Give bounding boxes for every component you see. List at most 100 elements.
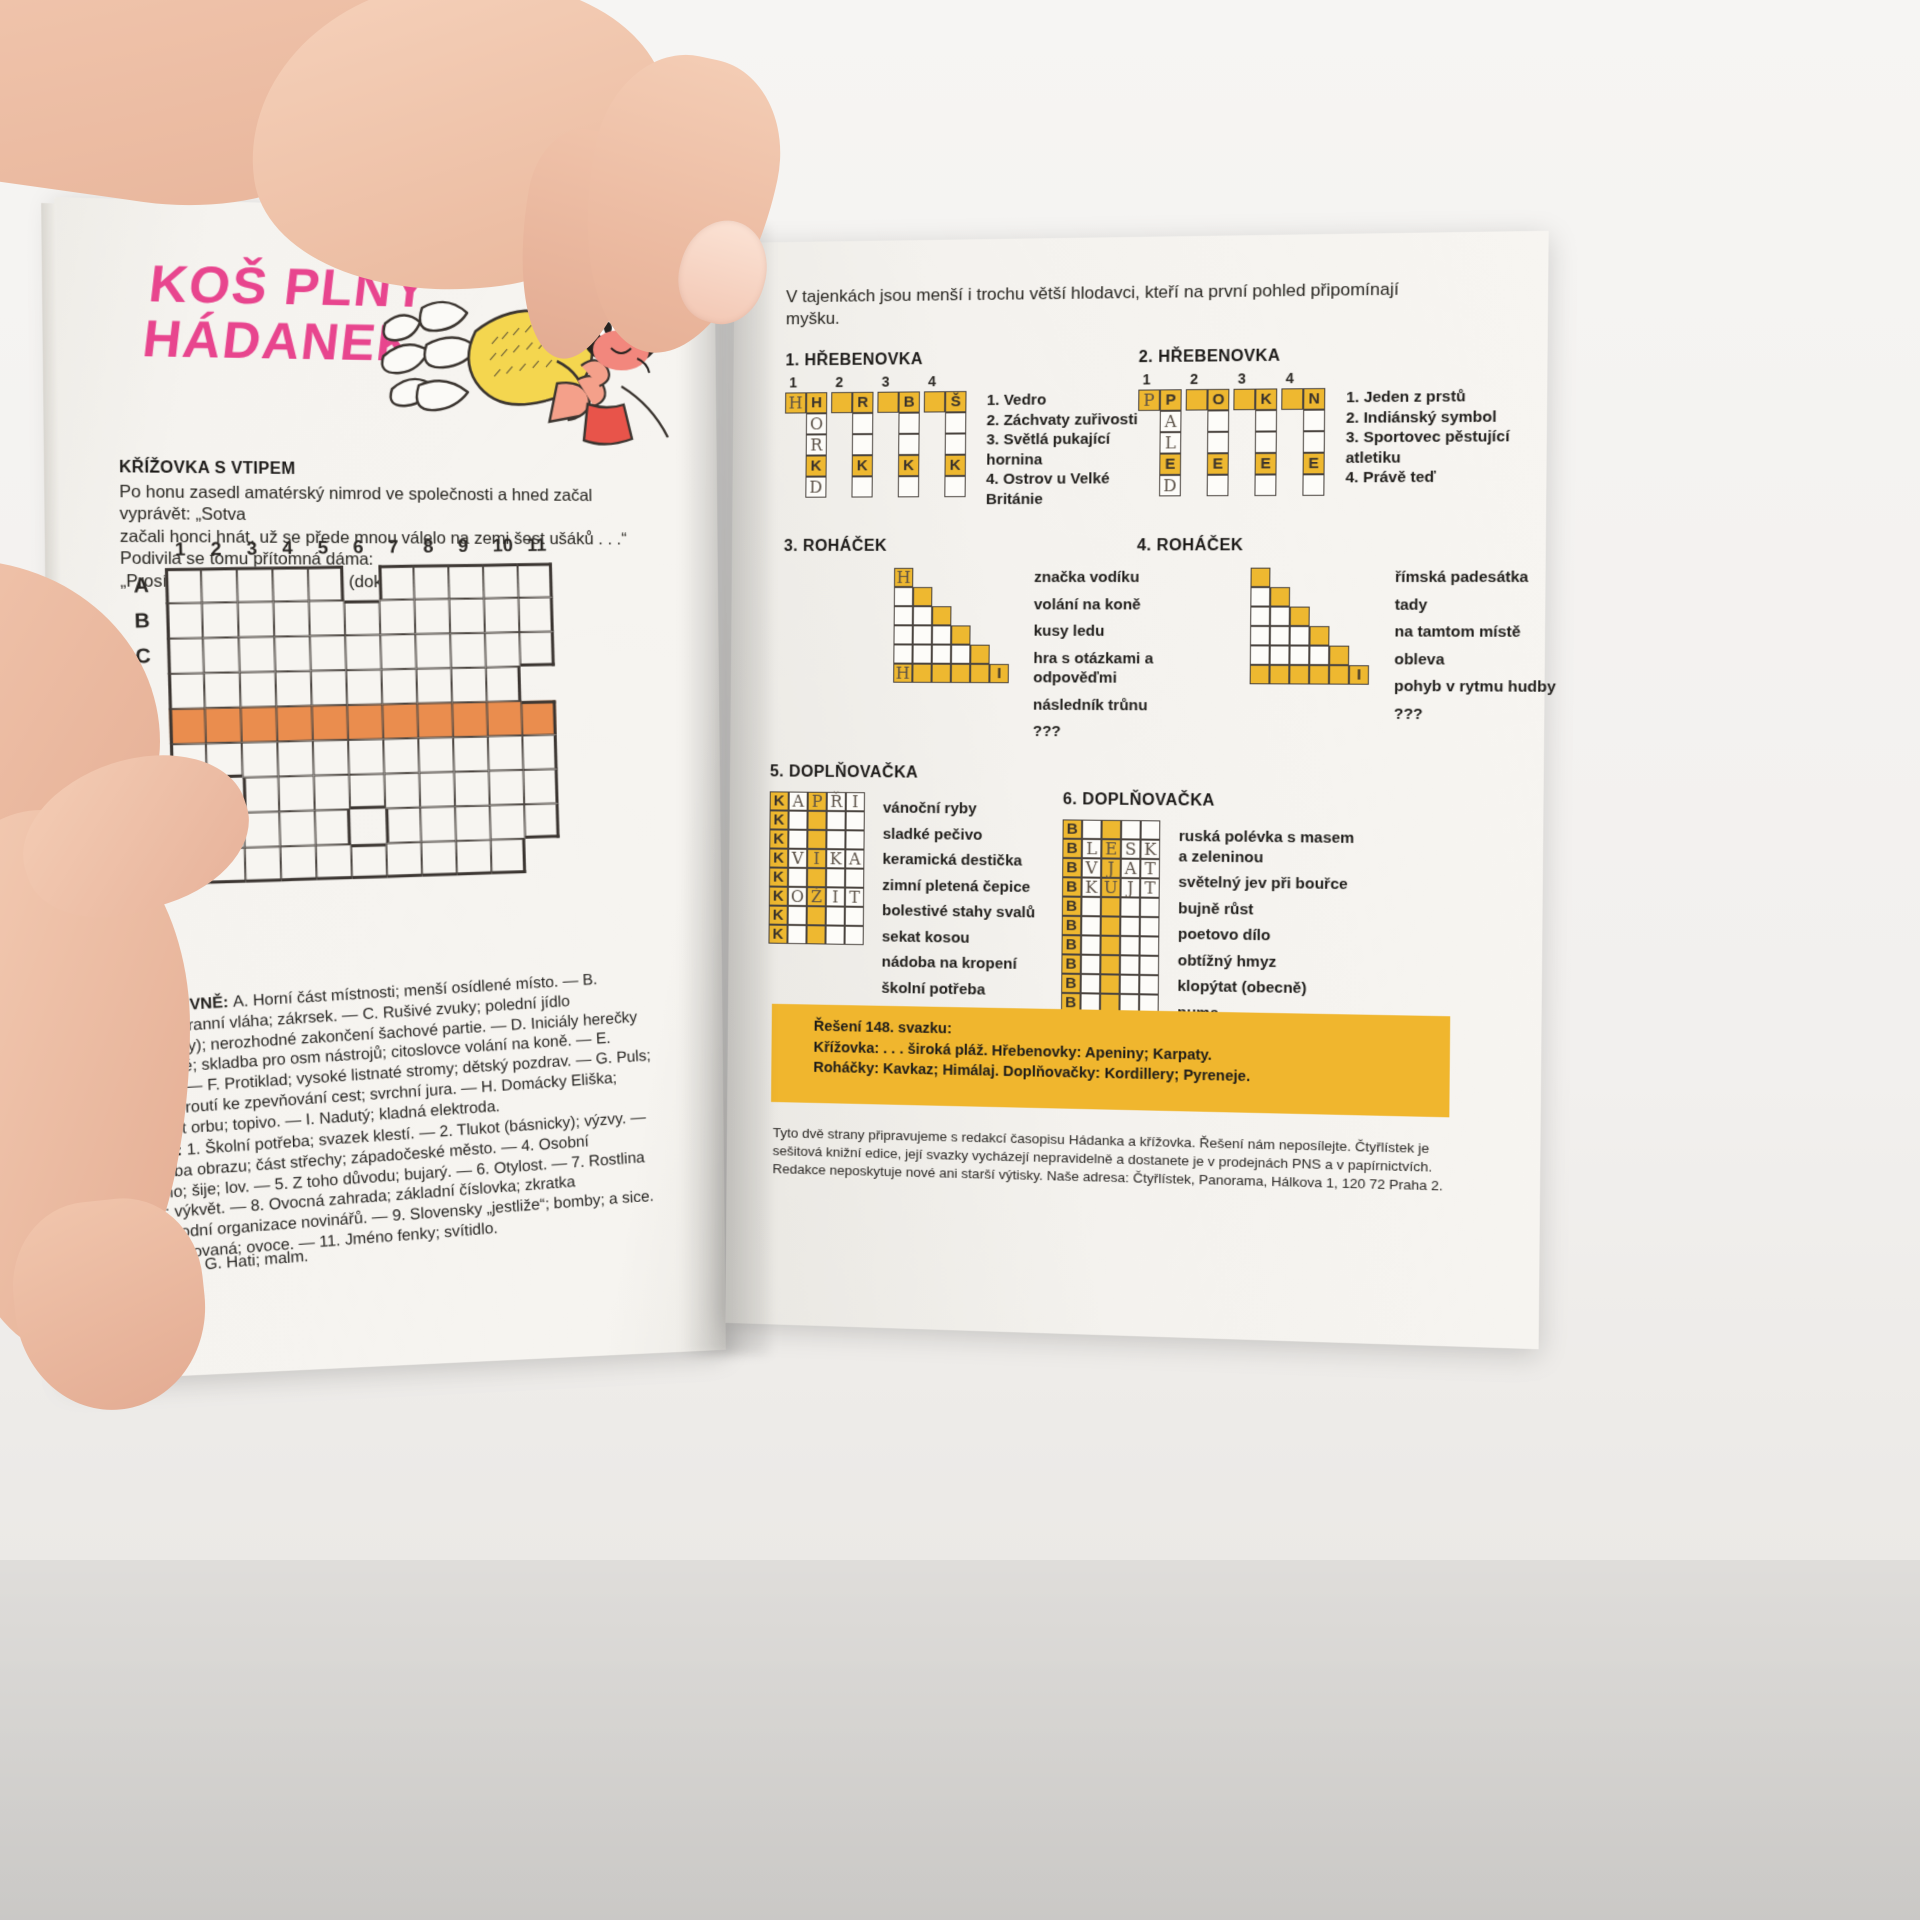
puzzle-cell[interactable]	[1081, 916, 1101, 936]
puzzle-cell[interactable]	[1328, 665, 1350, 685]
crossword-cell[interactable]	[279, 810, 316, 847]
puzzle-cell[interactable]: U	[1100, 877, 1121, 898]
puzzle-cell[interactable]	[1207, 431, 1229, 454]
crossword-cell[interactable]	[384, 772, 421, 809]
puzzle-cell[interactable]: J	[1120, 877, 1141, 898]
puzzle-cell[interactable]	[1302, 409, 1326, 432]
crossword-cell[interactable]	[417, 702, 454, 739]
puzzle-cell[interactable]: D	[805, 476, 827, 498]
crossword-cell[interactable]	[277, 740, 314, 777]
puzzle-cell[interactable]	[1249, 664, 1270, 685]
puzzle-cell[interactable]: K	[768, 924, 788, 944]
puzzle-cell[interactable]: K	[769, 810, 789, 830]
crossword-cell[interactable]	[274, 635, 311, 672]
crossword-cell[interactable]	[489, 804, 526, 840]
puzzle-cell[interactable]: K	[768, 905, 788, 925]
puzzle-cell[interactable]: K	[805, 455, 827, 477]
puzzle-cell[interactable]	[1233, 388, 1256, 411]
puzzle-cell[interactable]	[1119, 955, 1140, 975]
puzzle-cell[interactable]	[1249, 645, 1270, 665]
crossword-cell[interactable]	[347, 704, 384, 740]
crossword-cell[interactable]	[378, 564, 415, 600]
crossword-cell[interactable]	[487, 735, 524, 771]
puzzle-cell[interactable]: B	[898, 391, 920, 413]
puzzle-cell[interactable]	[893, 644, 913, 664]
puzzle-cell[interactable]	[944, 475, 966, 498]
puzzle-cell[interactable]: B	[1061, 935, 1082, 955]
puzzle-cell[interactable]	[825, 868, 846, 888]
puzzle-cell[interactable]	[970, 663, 990, 684]
puzzle-cell[interactable]: K	[897, 454, 920, 477]
crossword-cell[interactable]	[413, 564, 450, 600]
puzzle-cell[interactable]: B	[1061, 954, 1081, 974]
puzzle-cell[interactable]	[1139, 974, 1159, 995]
puzzle-cell[interactable]: I	[807, 848, 827, 869]
puzzle-cell[interactable]: K	[768, 867, 789, 887]
crossword-cell[interactable]	[488, 769, 525, 806]
puzzle-cell[interactable]	[1254, 474, 1277, 497]
crossword-cell[interactable]	[275, 670, 312, 707]
puzzle-cell[interactable]	[1269, 645, 1290, 665]
puzzle-cell[interactable]: D	[1159, 474, 1181, 497]
puzzle-cell[interactable]	[845, 868, 865, 888]
puzzle-cell[interactable]: E	[1159, 453, 1182, 476]
crossword-cell[interactable]	[523, 769, 559, 805]
crossword-cell[interactable]	[522, 734, 558, 770]
puzzle-cell[interactable]: I	[845, 792, 865, 812]
puzzle-cell[interactable]: K	[851, 455, 873, 477]
puzzle-cell[interactable]	[897, 476, 920, 498]
puzzle-cell[interactable]	[1281, 388, 1304, 410]
puzzle-cell[interactable]: B	[1061, 915, 1082, 936]
puzzle-cell[interactable]	[831, 391, 853, 414]
puzzle-cell[interactable]	[1119, 974, 1140, 995]
puzzle-cell[interactable]	[845, 830, 865, 850]
puzzle-cell[interactable]	[1080, 935, 1101, 955]
crossword-cell[interactable]	[419, 771, 456, 808]
puzzle-cell[interactable]: K	[769, 791, 789, 811]
puzzle-cell[interactable]	[852, 412, 874, 435]
puzzle-cell[interactable]: J	[1101, 858, 1121, 878]
puzzle-cell[interactable]	[1269, 625, 1290, 646]
puzzle-cell[interactable]: A	[788, 791, 808, 811]
crossword-cell[interactable]	[415, 633, 452, 669]
puzzle-cell[interactable]	[1100, 935, 1121, 956]
puzzle-cell[interactable]	[944, 433, 967, 455]
puzzle-cell[interactable]	[1206, 474, 1229, 497]
puzzle-cell[interactable]: A	[1120, 858, 1141, 879]
puzzle-cell[interactable]	[851, 476, 873, 498]
puzzle-cell[interactable]	[932, 606, 952, 626]
puzzle-cell[interactable]	[1140, 820, 1161, 840]
crossword-cell[interactable]	[311, 705, 349, 741]
puzzle-cell[interactable]: H	[806, 392, 828, 414]
puzzle-cell[interactable]: N	[1303, 388, 1326, 410]
crossword-cell[interactable]	[379, 599, 416, 635]
puzzle-cell[interactable]: T	[844, 887, 865, 907]
puzzle-cell[interactable]	[787, 867, 808, 888]
puzzle-cell[interactable]: E	[1302, 452, 1325, 475]
puzzle-cell[interactable]: E	[1206, 453, 1229, 475]
crossword-cell[interactable]	[386, 842, 423, 878]
puzzle-cell[interactable]: H	[785, 392, 807, 414]
puzzle-cell[interactable]: L	[1081, 838, 1102, 859]
puzzle-cell[interactable]	[788, 829, 808, 849]
puzzle-cell[interactable]: H	[893, 663, 913, 683]
puzzle-cell[interactable]	[825, 906, 845, 926]
crossword-cell[interactable]	[314, 809, 352, 846]
puzzle-cell[interactable]	[931, 644, 952, 664]
puzzle-cell[interactable]: O	[1207, 388, 1230, 411]
puzzle-cell[interactable]	[1309, 665, 1330, 685]
puzzle-cell[interactable]	[1185, 389, 1208, 411]
puzzle-cell[interactable]: S	[1120, 839, 1141, 859]
puzzle-cell[interactable]: A	[845, 849, 865, 869]
puzzle-cell[interactable]: K	[944, 454, 966, 476]
puzzle-cell[interactable]	[1081, 819, 1102, 840]
crossword-cell[interactable]	[381, 668, 418, 705]
crossword-cell[interactable]	[450, 632, 486, 669]
puzzle-cell[interactable]	[877, 391, 899, 413]
puzzle-cell[interactable]: K	[1081, 877, 1102, 898]
puzzle-cell[interactable]	[825, 925, 845, 945]
crossword-cell[interactable]	[307, 565, 345, 602]
puzzle-cell[interactable]	[826, 810, 846, 831]
crossword-cell[interactable]	[451, 667, 487, 703]
crossword-cell[interactable]	[351, 843, 388, 880]
